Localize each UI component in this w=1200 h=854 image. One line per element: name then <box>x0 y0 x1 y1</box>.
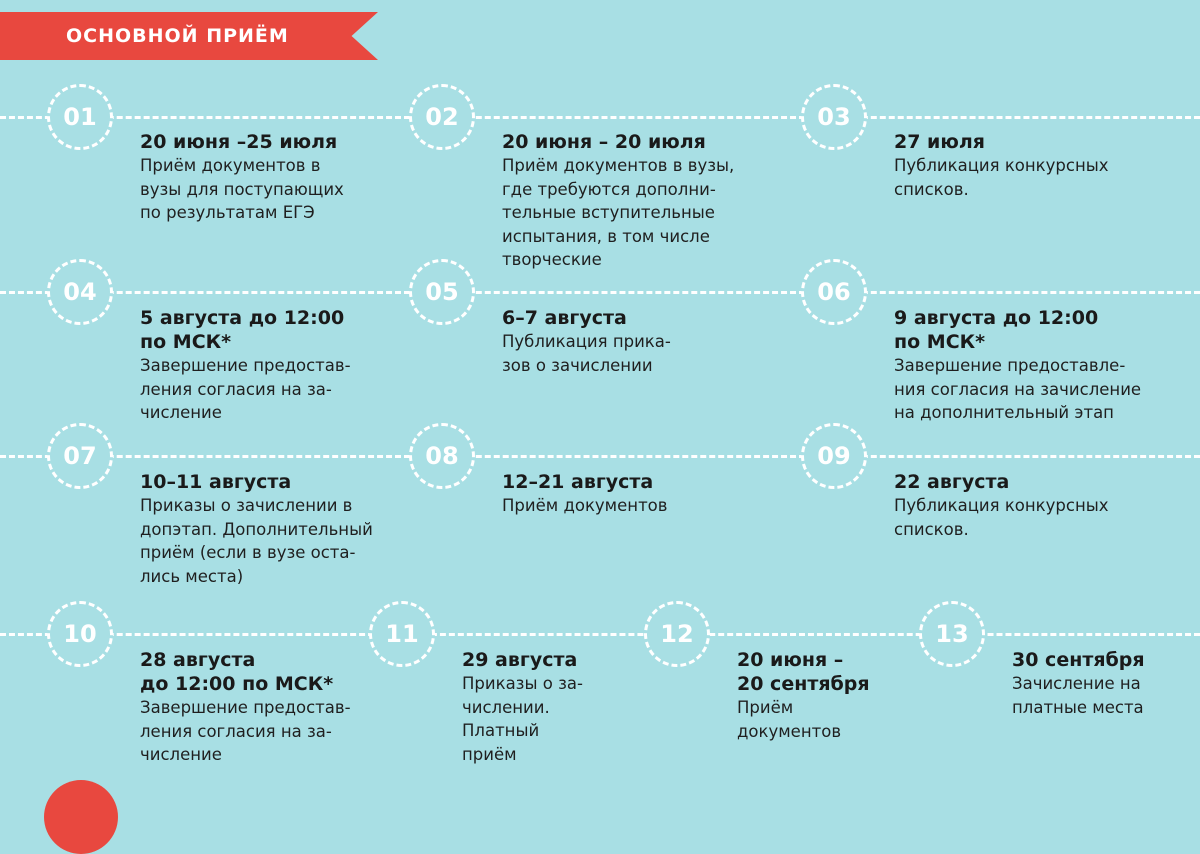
timeline-step: 10–11 августа Приказы о зачислении в доп… <box>140 470 373 588</box>
timeline-line-row-1 <box>0 116 1200 119</box>
step-date: 5 августа до 12:00 по МСК* <box>140 307 345 353</box>
step-description: Приказы о зачислении в допэтап. Дополнит… <box>140 496 373 586</box>
timeline-step: 27 июля Публикация конкурсных списков. <box>894 130 1109 201</box>
step-description: Публикация конкурсных списков. <box>894 496 1109 539</box>
step-description: Приём документов в вузы для поступающих … <box>140 156 344 222</box>
step-date: 12–21 августа <box>502 471 654 493</box>
step-description: Приём документов <box>737 698 842 741</box>
step-date: 22 августа <box>894 471 1010 493</box>
step-number-circle: 07 <box>47 423 113 489</box>
step-description: Публикация конкурсных списков. <box>894 156 1109 199</box>
step-date: 27 июля <box>894 131 985 153</box>
step-number-circle: 02 <box>409 84 475 150</box>
step-description: Завершение предостав- ления согласия на … <box>140 356 351 422</box>
timeline-line-row-3 <box>0 455 1200 458</box>
step-number-circle: 05 <box>409 259 475 325</box>
timeline-step: 20 июня –25 июля Приём документов в вузы… <box>140 130 344 225</box>
step-date: 10–11 августа <box>140 471 292 493</box>
step-number-circle: 06 <box>801 259 867 325</box>
step-number-circle: 04 <box>47 259 113 325</box>
timeline-step: 30 сентября Зачисление на платные места <box>1012 648 1145 719</box>
step-number-circle: 12 <box>644 601 710 667</box>
timeline-line-row-2 <box>0 291 1200 294</box>
timeline-step: 9 августа до 12:00 по МСК* Завершение пр… <box>894 306 1141 425</box>
timeline-step: 28 августа до 12:00 по МСК* Завершение п… <box>140 648 351 767</box>
step-date: 20 июня – 20 сентября <box>737 649 870 695</box>
timeline-step: 20 июня – 20 сентября Приём документов <box>737 648 870 743</box>
step-date: 6–7 августа <box>502 307 627 329</box>
step-description: Публикация прика- зов о зачислении <box>502 332 671 375</box>
timeline-step: 20 июня – 20 июля Приём документов в вуз… <box>502 130 734 272</box>
step-number-circle: 01 <box>47 84 113 150</box>
timeline-step: 29 августа Приказы о за- числении. Платн… <box>462 648 583 766</box>
timeline-step: 6–7 августа Публикация прика- зов о зачи… <box>502 306 671 377</box>
step-date: 30 сентября <box>1012 649 1145 671</box>
step-number-circle: 11 <box>369 601 435 667</box>
step-date: 20 июня –25 июля <box>140 131 338 153</box>
step-date: 9 августа до 12:00 по МСК* <box>894 307 1099 353</box>
step-number-circle: 09 <box>801 423 867 489</box>
step-number-circle: 08 <box>409 423 475 489</box>
next-section-marker <box>44 780 118 854</box>
step-date: 29 августа <box>462 649 578 671</box>
step-date: 28 августа до 12:00 по МСК* <box>140 649 334 695</box>
step-description: Завершение предоставле- ния согласия на … <box>894 356 1142 422</box>
step-number-circle: 03 <box>801 84 867 150</box>
timeline-step: 22 августа Публикация конкурсных списков… <box>894 470 1109 541</box>
step-description: Приказы о за- числении. Платный приём <box>462 674 583 764</box>
timeline-step: 12–21 августа Приём документов <box>502 470 668 518</box>
timeline-step: 5 августа до 12:00 по МСК* Завершение пр… <box>140 306 351 425</box>
section-title: ОСНОВНОЙ ПРИЁМ <box>66 25 289 47</box>
step-description: Зачисление на платные места <box>1012 674 1144 717</box>
step-number-circle: 10 <box>47 601 113 667</box>
step-date: 20 июня – 20 июля <box>502 131 706 153</box>
step-description: Завершение предостав- ления согласия на … <box>140 698 351 764</box>
timeline-line-row-4 <box>0 633 1200 636</box>
step-description: Приём документов <box>502 496 668 515</box>
step-description: Приём документов в вузы, где требуются д… <box>502 156 735 269</box>
step-number-circle: 13 <box>919 601 985 667</box>
section-banner <box>0 12 378 60</box>
